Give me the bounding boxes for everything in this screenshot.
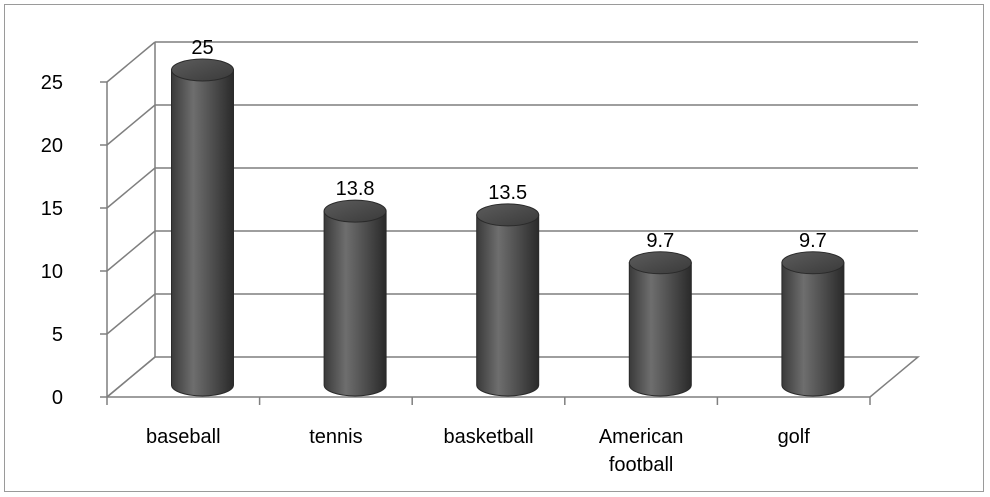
y-tick-label: 0 bbox=[52, 387, 63, 409]
bar-top bbox=[781, 251, 845, 275]
category-label: tennis bbox=[309, 426, 362, 448]
bar-top bbox=[171, 58, 234, 82]
category-label: basketball bbox=[443, 426, 533, 448]
data-label: 9.7 bbox=[799, 230, 827, 252]
data-label: 9.7 bbox=[646, 230, 674, 252]
data-label: 25 bbox=[191, 37, 213, 59]
bar-layer bbox=[171, 58, 845, 397]
y-tick-label: 25 bbox=[41, 72, 63, 94]
bar bbox=[171, 58, 234, 397]
bar bbox=[781, 251, 845, 397]
data-label: 13.5 bbox=[488, 182, 527, 204]
bar-body bbox=[323, 210, 387, 397]
bar bbox=[476, 203, 540, 397]
bar-body bbox=[171, 69, 234, 397]
category-label: American bbox=[599, 426, 683, 448]
gridline-side bbox=[106, 167, 156, 209]
grid-layer bbox=[106, 41, 921, 398]
gridline-side bbox=[106, 41, 156, 83]
bar bbox=[323, 199, 387, 397]
bar bbox=[628, 251, 692, 397]
gridline-side bbox=[106, 293, 156, 335]
bar-top bbox=[628, 251, 692, 275]
bar-body bbox=[781, 262, 845, 397]
y-tick-label: 10 bbox=[41, 261, 63, 283]
category-label: golf bbox=[778, 426, 811, 448]
y-tick-label: 5 bbox=[52, 324, 63, 346]
gridline-side bbox=[106, 230, 156, 272]
bar-top bbox=[476, 203, 540, 227]
bar-body bbox=[628, 262, 692, 397]
y-tick-label: 20 bbox=[41, 135, 63, 157]
bar-top bbox=[323, 199, 387, 223]
label-layer: 25 baseball 13.8 tennis 13.5 basketball 9.7 Ame… bbox=[146, 37, 827, 476]
axis-layer: 0 5 10 15 20 25 bbox=[41, 42, 871, 409]
category-label: football bbox=[609, 454, 674, 476]
y-tick-label: 15 bbox=[41, 198, 63, 220]
gridline-side bbox=[106, 104, 156, 146]
bar-body bbox=[476, 214, 540, 397]
category-label: baseball bbox=[146, 426, 221, 448]
data-label: 13.8 bbox=[336, 178, 375, 200]
